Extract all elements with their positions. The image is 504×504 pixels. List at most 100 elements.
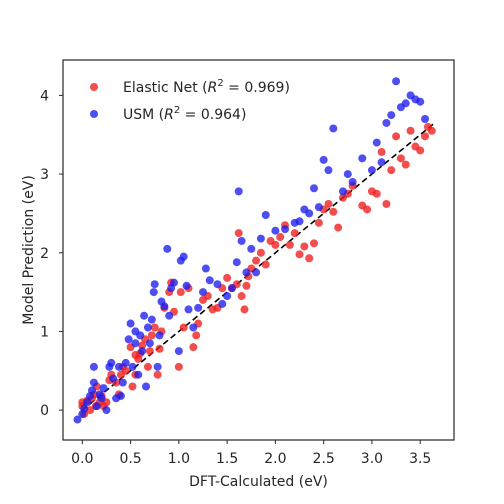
legend-marker — [90, 110, 98, 118]
data-point — [138, 341, 147, 350]
data-point — [99, 384, 108, 393]
data-point — [163, 244, 172, 253]
data-point — [107, 358, 116, 367]
data-point — [147, 331, 156, 340]
data-point — [363, 205, 372, 214]
data-point — [396, 154, 405, 163]
data-point — [97, 394, 106, 403]
data-point — [261, 210, 270, 219]
data-point — [387, 166, 396, 175]
data-point — [153, 370, 162, 379]
data-point — [401, 99, 410, 108]
series-usm — [73, 77, 430, 424]
data-point — [281, 225, 290, 234]
data-point — [338, 187, 347, 196]
y-tick-label: 0 — [40, 403, 49, 419]
data-point — [134, 370, 143, 379]
data-point — [382, 199, 391, 208]
data-point — [165, 311, 174, 320]
legend-label: Elastic Net (R2 = 0.969) — [123, 78, 290, 96]
data-point — [392, 132, 401, 141]
data-point — [242, 268, 251, 277]
data-point — [416, 146, 425, 155]
data-point — [126, 319, 135, 328]
data-point — [295, 250, 304, 259]
points-layer — [73, 77, 436, 424]
x-tick-label: 0.5 — [119, 451, 141, 467]
data-point — [138, 347, 147, 356]
data-point — [124, 335, 133, 344]
y-tick-label: 1 — [40, 324, 49, 340]
data-point — [305, 254, 314, 263]
data-point — [109, 374, 118, 383]
data-point — [387, 111, 396, 120]
data-point — [227, 284, 236, 293]
data-point — [348, 177, 357, 186]
data-point — [73, 415, 82, 424]
data-point — [223, 292, 232, 301]
data-point — [392, 77, 401, 86]
data-point — [314, 218, 323, 227]
data-point — [421, 115, 430, 124]
x-tick-label: 1.5 — [216, 451, 238, 467]
data-point — [372, 138, 381, 147]
data-point — [234, 187, 243, 196]
legend-label: USM (R2 = 0.964) — [123, 105, 246, 123]
data-point — [271, 226, 280, 235]
data-point — [155, 344, 164, 353]
data-point — [334, 223, 343, 232]
data-point — [324, 199, 333, 208]
data-point — [329, 207, 338, 216]
data-point — [427, 126, 436, 135]
data-point — [213, 280, 222, 289]
data-point — [252, 256, 261, 265]
data-point — [102, 406, 111, 415]
data-point — [314, 203, 323, 212]
data-point — [182, 281, 191, 290]
data-point — [89, 362, 98, 371]
data-point — [329, 124, 338, 133]
data-point — [92, 402, 101, 411]
data-point — [252, 268, 261, 277]
data-point — [174, 362, 183, 371]
data-point — [121, 366, 130, 375]
y-tick-label: 4 — [40, 88, 49, 104]
data-point — [176, 288, 185, 297]
data-point — [192, 331, 201, 340]
data-point — [128, 382, 137, 391]
data-point — [305, 209, 314, 218]
data-point — [121, 358, 130, 367]
data-point — [242, 281, 251, 290]
data-point — [237, 292, 246, 301]
data-point — [145, 339, 154, 348]
data-point — [80, 404, 89, 413]
data-point — [285, 240, 294, 249]
data-point — [145, 347, 154, 356]
data-point — [140, 311, 149, 320]
data-point — [179, 252, 188, 261]
data-point — [300, 242, 309, 251]
data-point — [118, 378, 127, 387]
data-point — [143, 362, 152, 371]
y-tick-label: 3 — [40, 167, 49, 183]
x-tick-label: 2.0 — [264, 451, 286, 467]
data-point — [401, 160, 410, 169]
data-point — [83, 398, 92, 407]
data-point — [160, 302, 169, 311]
data-point — [295, 217, 304, 226]
plot-frame — [62, 59, 455, 441]
data-point — [372, 189, 381, 198]
data-point — [184, 305, 193, 314]
data-point — [310, 239, 319, 248]
data-point — [89, 378, 98, 387]
data-point — [174, 347, 183, 356]
data-point — [377, 148, 386, 157]
data-point — [382, 118, 391, 127]
data-point — [143, 323, 152, 332]
data-point — [218, 299, 227, 308]
data-point — [237, 236, 246, 245]
data-point — [319, 155, 328, 164]
x-tick-label: 3.5 — [409, 451, 431, 467]
data-point — [131, 339, 140, 348]
